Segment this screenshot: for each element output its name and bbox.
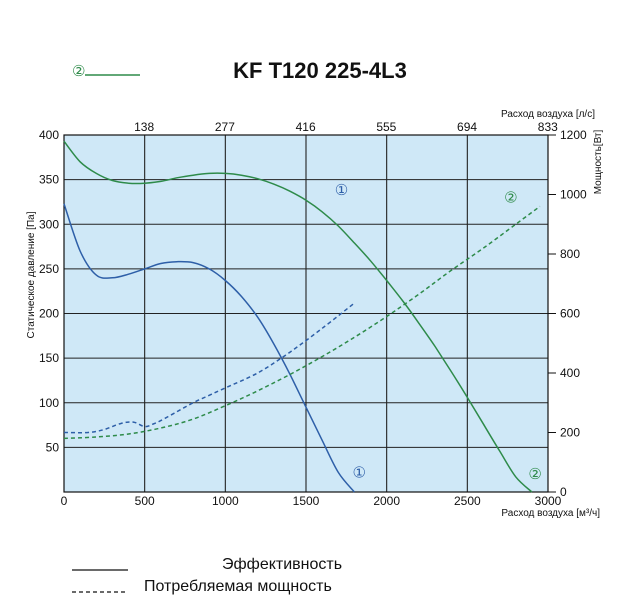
y-tick-label: 400 (39, 128, 59, 142)
x-tick-label: 2000 (373, 494, 400, 508)
series-line-2-pressure (63, 140, 533, 493)
series-line-2-power (63, 205, 541, 440)
y2-tick-label: 0 (560, 485, 567, 499)
y-tick-label: 300 (39, 217, 59, 231)
y2-tick-label: 800 (560, 247, 580, 261)
y2-tick-label: 400 (560, 366, 580, 380)
x2-tick-label: 416 (296, 120, 316, 134)
x-tick-label: 3000 (535, 494, 562, 508)
model-marker: ② (72, 62, 85, 80)
series-line-1-pressure (63, 203, 355, 493)
series-annotations: ① ① ② ② (335, 181, 542, 483)
y2-tick-label: 1000 (560, 188, 587, 202)
y2-tick-label: 600 (560, 307, 580, 321)
x2-axis-label: Расход воздуха [л/с] (501, 109, 595, 120)
x2-tick-label: 694 (457, 120, 477, 134)
series-annotation: ① (335, 181, 348, 199)
chart-title: KF T120 225-4L3 (233, 58, 407, 83)
y-tick-label: 50 (46, 440, 60, 454)
x2-tick-label: 277 (215, 120, 235, 134)
x-tick-label: 1500 (293, 494, 320, 508)
axes: 0 500 1000 1500 2000 2500 30004003503002502001… (39, 120, 587, 508)
y2-axis-label: Мощность[Вт] (593, 129, 604, 194)
legend-dashed-label: Потребляемая мощность (144, 578, 332, 595)
x-tick-label: 1000 (212, 494, 239, 508)
plot-frame (63, 134, 549, 493)
legend-solid-label: Эффективность (222, 556, 342, 573)
y-axis-label: Статическое давление [Па] (26, 211, 37, 338)
series-annotation: ② (504, 188, 517, 206)
x2-tick-label: 138 (134, 120, 154, 134)
series-line-1-power (63, 302, 355, 434)
y-tick-label: 150 (39, 351, 59, 365)
x-tick-label: 2500 (454, 494, 481, 508)
x-axis-label: Расход воздуха [м³/ч] (501, 508, 600, 519)
y2-tick-label: 200 (560, 426, 580, 440)
x-tick-label: 0 (61, 494, 68, 508)
x-tick-label: 500 (135, 494, 155, 508)
y2-tick-label: 1200 (560, 128, 587, 142)
series-annotation: ① (353, 464, 366, 482)
series-annotation: ② (528, 465, 541, 483)
y-tick-label: 200 (39, 307, 59, 321)
y-tick-label: 100 (39, 396, 59, 410)
x2-tick-label: 555 (376, 120, 396, 134)
series-lines (63, 140, 541, 493)
y-tick-label: 250 (39, 262, 59, 276)
x2-tick-label: 833 (538, 120, 558, 134)
y-tick-label: 350 (39, 173, 59, 187)
